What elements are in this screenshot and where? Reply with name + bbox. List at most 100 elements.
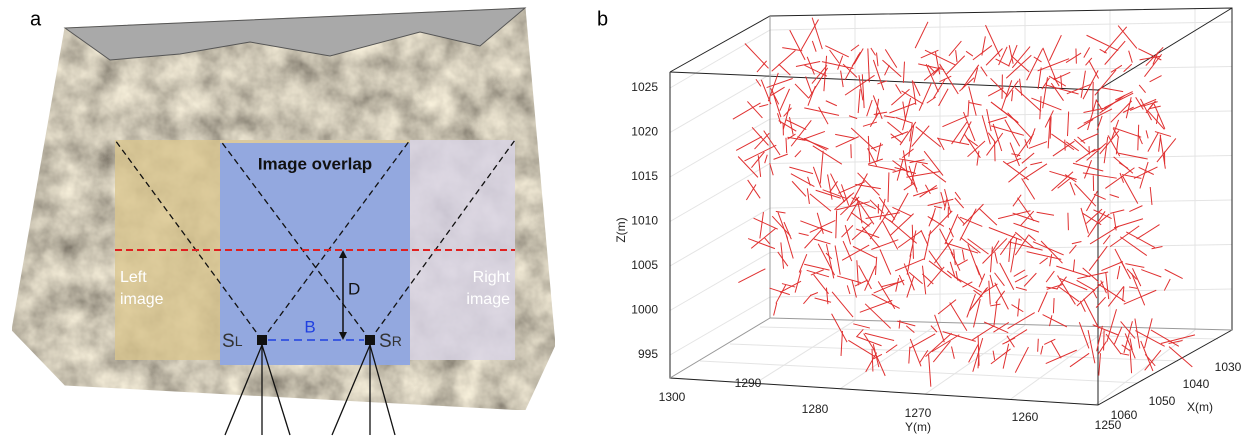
trace (912, 126, 930, 147)
trace (1124, 290, 1157, 304)
trace (996, 59, 1010, 66)
trace (1169, 347, 1192, 367)
trace (1129, 287, 1137, 288)
grid-line (770, 200, 1232, 208)
trace (757, 61, 767, 72)
trace (1054, 72, 1071, 79)
trace (774, 303, 777, 316)
trace (1078, 119, 1094, 128)
trace (903, 62, 904, 83)
trace (857, 337, 881, 346)
trace (1104, 137, 1108, 163)
trace (880, 249, 891, 274)
trace (979, 208, 997, 225)
trace (805, 228, 823, 248)
trace (1044, 339, 1055, 344)
trace (786, 120, 807, 130)
trace (1061, 75, 1062, 88)
trace (1101, 88, 1123, 92)
trace (820, 151, 823, 184)
trace (969, 103, 981, 106)
trace (889, 103, 916, 113)
trace (967, 294, 976, 317)
trace (995, 141, 996, 161)
trace (934, 206, 942, 208)
station-main: S (379, 331, 392, 352)
trace (863, 122, 877, 126)
x-axis-title: X(m) (1187, 400, 1213, 414)
trace (1108, 286, 1124, 306)
trace (909, 347, 910, 364)
trace (921, 230, 928, 245)
trace (1150, 76, 1162, 82)
trace (976, 265, 982, 279)
trace (1038, 292, 1047, 312)
panel-label: a (30, 8, 42, 30)
trace (761, 80, 771, 104)
trace (873, 60, 883, 90)
trace (1008, 167, 1027, 182)
y-tick-label: 1300 (659, 390, 686, 404)
trace (853, 324, 870, 328)
trace (1141, 270, 1161, 277)
trace (856, 329, 863, 337)
trace (738, 269, 765, 283)
grid-line (670, 30, 770, 88)
y-tick-label: 1280 (802, 402, 829, 416)
trace (808, 86, 815, 106)
trace (1077, 272, 1108, 279)
grid-line (670, 253, 770, 311)
trace (814, 275, 829, 294)
right-label: Right (473, 269, 511, 286)
trace (1105, 41, 1125, 65)
trace (1137, 225, 1160, 239)
trace (955, 198, 964, 208)
trace (937, 138, 969, 144)
trace (898, 231, 921, 248)
trace (835, 134, 854, 138)
trace (945, 214, 958, 244)
trace (1072, 241, 1082, 243)
trace (964, 134, 980, 158)
trace (988, 117, 1007, 123)
trace (804, 264, 829, 270)
trace (1013, 223, 1038, 232)
trace (790, 30, 805, 60)
trace (877, 53, 878, 67)
trace (791, 174, 814, 187)
trace (1015, 347, 1028, 373)
trace (1110, 194, 1119, 197)
trace (1012, 305, 1024, 312)
trace (796, 61, 820, 66)
depth-label: D (348, 279, 360, 298)
trace (1037, 212, 1054, 215)
grid-line (770, 245, 1232, 253)
trace (751, 228, 775, 248)
trace (1046, 271, 1054, 282)
grid-line (840, 323, 940, 389)
trace (1106, 272, 1109, 299)
trace (1100, 95, 1125, 113)
trace (885, 49, 897, 67)
trace (1110, 210, 1124, 213)
trace (1145, 318, 1153, 348)
figure: a Image overlap Left image Right image D… (0, 0, 1247, 440)
trace (1120, 353, 1129, 355)
trace (932, 208, 936, 221)
trace (772, 216, 790, 236)
trace (1028, 235, 1035, 241)
trace (984, 284, 998, 293)
z-axis-title: Z(m) (614, 217, 628, 242)
trace (807, 270, 829, 276)
trace (1001, 80, 1011, 110)
panel-b: b Z(m) Y(m) X(m) 10251020101510101005100… (597, 8, 1242, 434)
trace (929, 355, 931, 387)
trace (871, 240, 898, 250)
trace (981, 67, 987, 77)
trace (1052, 172, 1073, 191)
trace (1098, 341, 1106, 354)
trace (1129, 206, 1142, 212)
trace (779, 64, 791, 75)
trace (789, 167, 813, 173)
trace (935, 315, 945, 342)
